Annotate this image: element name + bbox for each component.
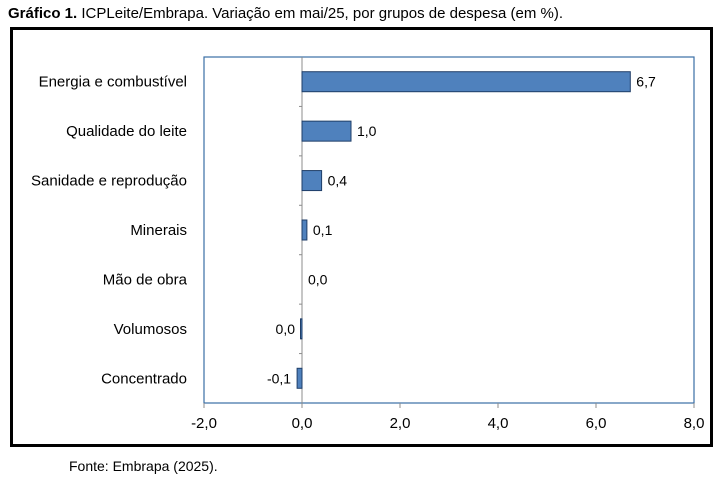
x-tick-label: 4,0: [488, 415, 509, 432]
chart-source: Fonte: Embrapa (2025).: [69, 458, 218, 474]
category-label: Qualidade do leite: [66, 123, 187, 140]
category-label: Concentrado: [101, 370, 187, 387]
data-label: 6,7: [636, 74, 656, 90]
bar-chart: -2,0 0,0 2,0 4,0 6,0 8,0 Energia e combustível…: [31, 56, 705, 432]
caption-text: ICPLeite/Embrapa. Variação em mai/25, po…: [81, 5, 564, 22]
bar: [296, 367, 303, 389]
x-tick-label: -2,0: [191, 415, 217, 432]
bar: [301, 219, 308, 241]
bar: [300, 318, 303, 340]
category-label: Energia e combustível: [39, 74, 187, 91]
category-label: Sanidade e reprodução: [31, 173, 187, 190]
caption-label: Gráfico 1.: [8, 5, 78, 22]
data-label: 0,4: [328, 173, 348, 189]
category-label: Volumosos: [114, 321, 187, 338]
data-label: -0,1: [267, 370, 291, 386]
chart-frame: -2,0 0,0 2,0 4,0 6,0 8,0 Energia e combustível…: [10, 27, 713, 447]
category-label: Mão de obra: [103, 271, 188, 288]
plot-area: [203, 56, 695, 404]
x-tick-label: 6,0: [586, 415, 607, 432]
data-label: 0,1: [313, 222, 333, 238]
category-label: Minerais: [130, 222, 187, 239]
data-label: 1,0: [357, 123, 377, 139]
x-tick-label: 2,0: [390, 415, 411, 432]
bar: [301, 120, 352, 142]
bar: [301, 170, 323, 192]
x-tick-label: 0,0: [292, 415, 313, 432]
bar: [301, 71, 631, 93]
data-label: 0,0: [276, 321, 296, 337]
chart-caption: Gráfico 1. ICPLeite/Embrapa. Variação em…: [8, 5, 563, 22]
x-tick-label: 8,0: [684, 415, 705, 432]
data-label: 0,0: [308, 271, 328, 287]
